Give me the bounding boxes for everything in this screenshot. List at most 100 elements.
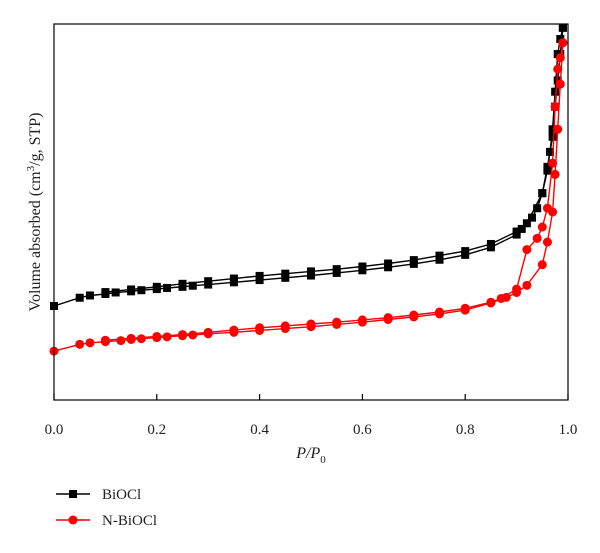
data-point <box>461 247 470 256</box>
data-point <box>163 283 172 292</box>
data-point <box>136 334 146 344</box>
data-point <box>162 332 172 342</box>
data-point <box>522 219 531 228</box>
x-tick-label: 0.4 <box>250 422 269 438</box>
x-axis-ticks: 0.0 0.2 0.4 0.6 0.8 1.0 <box>45 394 578 438</box>
x-tick-label: 1.0 <box>559 422 578 438</box>
data-point <box>85 338 95 348</box>
data-point <box>543 166 552 175</box>
x-tick-label: 0.8 <box>456 422 475 438</box>
data-point <box>537 260 547 270</box>
data-point <box>496 293 506 303</box>
data-point <box>528 213 537 222</box>
data-point <box>409 256 418 265</box>
data-point <box>555 79 565 89</box>
data-point <box>281 269 290 278</box>
x-tick-label: 0.6 <box>353 422 372 438</box>
data-point <box>281 273 290 282</box>
data-point <box>537 222 547 232</box>
data-point <box>556 35 565 44</box>
legend-label: N-BiOCl <box>102 513 157 529</box>
data-point <box>127 285 136 294</box>
data-point <box>383 313 393 323</box>
data-point <box>255 323 265 333</box>
data-point <box>512 227 521 236</box>
data-point <box>75 293 84 302</box>
data-point <box>553 64 563 74</box>
data-point <box>255 276 264 285</box>
x-tick-label: 0.2 <box>147 422 166 438</box>
data-point <box>551 87 560 96</box>
data-point <box>152 282 161 291</box>
data-point <box>229 274 238 283</box>
legend-item: BiOCl <box>56 487 141 503</box>
data-point <box>203 327 213 337</box>
data-point <box>512 284 522 294</box>
data-point <box>137 286 146 295</box>
legend: BiOCl N-BiOCl <box>56 487 157 529</box>
legend-item: N-BiOCl <box>56 513 157 529</box>
x-axis-label: P/P0 <box>295 445 326 466</box>
data-point <box>75 339 85 349</box>
data-point <box>332 265 341 274</box>
data-point <box>435 251 444 260</box>
data-point <box>558 38 568 48</box>
data-point <box>85 291 94 300</box>
legend-label: BiOCl <box>102 487 141 503</box>
data-point <box>307 271 315 280</box>
data-point <box>486 239 495 248</box>
series-line <box>53 42 564 352</box>
data-point <box>126 333 136 343</box>
series-line <box>105 27 564 293</box>
data-point <box>229 325 239 335</box>
data-point <box>558 23 567 32</box>
data-point <box>188 281 197 290</box>
data-point <box>332 317 342 327</box>
series-n-biocl <box>49 38 568 356</box>
data-point <box>532 233 542 243</box>
data-point <box>522 280 532 290</box>
data-point <box>550 102 560 112</box>
data-point <box>69 490 77 498</box>
data-point <box>553 76 562 85</box>
data-point <box>555 53 565 63</box>
data-point <box>522 245 532 255</box>
data-point <box>553 124 563 134</box>
data-point <box>517 224 526 233</box>
data-point <box>550 169 560 179</box>
data-point <box>188 330 198 340</box>
plot-frame <box>53 23 569 401</box>
data-point <box>553 50 562 59</box>
plot-area <box>49 23 568 356</box>
data-point <box>116 336 126 346</box>
data-point <box>538 189 547 198</box>
data-point <box>548 158 558 168</box>
data-point <box>384 259 393 268</box>
data-point <box>357 315 367 325</box>
data-point <box>358 262 367 271</box>
data-point <box>435 255 444 264</box>
data-point <box>68 515 78 525</box>
data-point <box>548 125 557 134</box>
data-point <box>280 321 290 331</box>
x-tick-label: 0.0 <box>45 422 64 438</box>
data-point <box>409 310 419 320</box>
data-point <box>435 307 444 317</box>
series-line <box>105 42 564 341</box>
data-point <box>460 303 470 313</box>
data-point <box>101 288 110 297</box>
data-point <box>546 147 555 156</box>
data-point <box>100 335 110 345</box>
data-point <box>152 331 162 341</box>
data-point <box>542 237 552 247</box>
data-point <box>204 277 213 286</box>
data-point <box>307 267 315 276</box>
data-point <box>306 319 316 329</box>
data-point <box>486 297 496 307</box>
series-line <box>53 27 564 307</box>
data-point <box>255 271 264 280</box>
data-point <box>542 203 552 213</box>
data-point <box>178 330 187 340</box>
data-point <box>548 132 557 141</box>
